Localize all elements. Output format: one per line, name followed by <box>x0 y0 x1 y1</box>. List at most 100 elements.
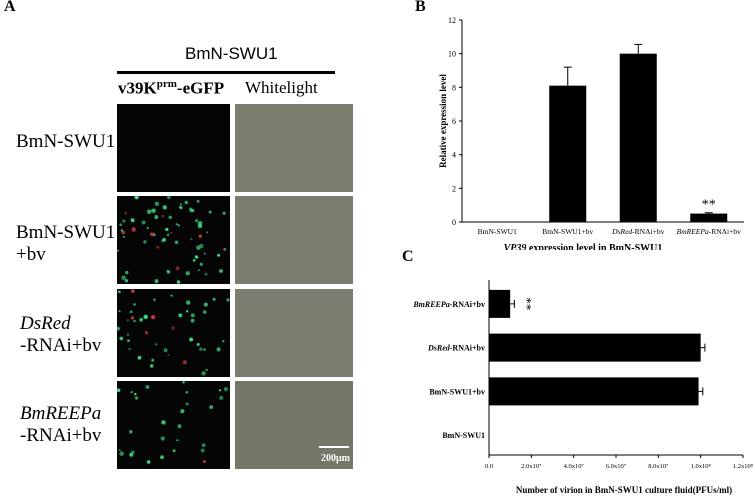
gfp-cell-dot <box>205 368 208 372</box>
x-category-label: BmN-SWU1+bv <box>542 227 593 236</box>
whitelight-image-row-2 <box>235 196 353 284</box>
gfp-cell-dot <box>119 451 124 456</box>
gfp-cell-dot <box>198 234 202 238</box>
gfp-cell-dot <box>201 371 206 376</box>
panel-c-letter: C <box>402 248 414 265</box>
y-tick-label: 0 <box>452 218 456 227</box>
x-tick-label: 4.0x10⁷ <box>564 463 584 470</box>
gfp-cell-dot <box>206 231 209 234</box>
x-tick-label: 2.0x10⁷ <box>521 463 541 470</box>
gfp-cell-dot <box>129 430 133 434</box>
y-tick-label: 2 <box>452 184 456 193</box>
gfp-cell-dot <box>180 203 183 206</box>
gfp-cell-dot <box>197 221 203 226</box>
gfp-image-row-1 <box>117 104 230 192</box>
gfp-cell-dot <box>219 395 224 400</box>
gfp-cell-dot <box>165 227 169 232</box>
column-header-whitelight: Whitelight <box>245 78 318 97</box>
gfp-cell-dot <box>172 449 176 453</box>
gfp-cell-dot <box>154 201 160 206</box>
gfp-cell-dot <box>223 248 227 251</box>
gfp-cell-dot <box>155 217 158 220</box>
column-header-gfp-sup: prm <box>156 78 177 90</box>
gfp-cell-dot <box>223 387 228 392</box>
row-label-3-line1: DsRed <box>20 313 71 334</box>
gfp-cell-dot <box>126 333 130 336</box>
gfp-cell-dot <box>161 239 164 243</box>
gfp-cell-dot <box>130 218 135 223</box>
panel-b-chart: 0 2 4 6 8 10 12 BmN-SWU1 BmN-SWU1+bv DsRed-RNAi+b… <box>438 16 744 250</box>
gfp-cell-dot <box>162 205 167 210</box>
gfp-cell-dot <box>124 211 127 215</box>
gfp-cell-dot <box>190 313 195 318</box>
gfp-cell-dot <box>171 326 175 330</box>
gfp-cell-dot <box>151 208 156 213</box>
panel-a-header: BmN-SWU1 <box>185 44 278 63</box>
y-category-label: BmREEPa-RNAi+bv <box>412 300 485 309</box>
gfp-cell-dot <box>168 215 172 219</box>
panel-c-chart: 0.0 2.0x10⁷ 4.0x10⁷ 6.0x10⁷ 8.0x10⁷ 1.0x10⁸ 1.… <box>412 280 754 495</box>
bar <box>549 85 587 223</box>
gfp-cell-dot <box>180 409 185 414</box>
gfp-cell-dot <box>137 355 142 360</box>
x-tick-label: 6.0x10⁷ <box>606 463 626 470</box>
gfp-cell-dot <box>117 326 120 331</box>
gfp-cell-dot <box>130 390 133 394</box>
gfp-cell-dot <box>194 219 199 223</box>
gfp-cell-dot <box>182 360 188 365</box>
y-category-label: DsRed-RNAi+bv <box>427 344 485 353</box>
gfp-cell-dot <box>218 389 222 392</box>
gfp-cell-dot <box>117 388 121 392</box>
gfp-cell-dot <box>222 211 226 215</box>
row-label-4: BmREEPa -RNAi+bv <box>20 403 101 447</box>
gfp-cell-dot <box>126 319 129 322</box>
gfp-cell-dot <box>145 385 150 389</box>
gfp-cell-dot <box>226 298 230 302</box>
gfp-cell-dot <box>155 343 158 346</box>
bar <box>489 333 701 362</box>
gfp-cell-dot <box>182 381 185 384</box>
row-label-2-line1: BmN-SWU1 <box>16 222 116 243</box>
gfp-cell-dot <box>135 396 139 400</box>
bar <box>489 377 699 406</box>
x-axis-label: VP39 expression level in BmN-SWU1 <box>504 243 663 250</box>
gfp-cell-dot <box>175 223 178 225</box>
gfp-cell-dot <box>177 224 180 227</box>
gfp-cell-dot <box>178 313 183 318</box>
gfp-cell-dot <box>212 297 216 301</box>
x-tick-label: 0.0 <box>485 463 493 470</box>
gfp-cell-dot <box>150 232 154 236</box>
gfp-cell-dot <box>216 347 221 352</box>
column-header-gfp-main: v39K <box>118 78 157 98</box>
x-tick-label: 8.0x10⁷ <box>648 463 668 470</box>
gfp-cell-dot <box>128 348 131 351</box>
gfp-cell-dot <box>179 206 183 210</box>
gfp-cell-dot <box>130 316 134 320</box>
gfp-cell-dot <box>190 238 193 241</box>
gfp-cell-dot <box>146 209 152 214</box>
x-tick-label: 1.2x10⁸ <box>733 463 754 470</box>
y-tick-label: 10 <box>448 50 456 59</box>
column-header-gfp: v39Kprm-eGFP <box>118 78 224 99</box>
gfp-cell-dot <box>122 235 125 238</box>
gfp-cell-dot <box>161 420 166 425</box>
scale-bar-label: 200μm <box>321 453 350 464</box>
gfp-cell-dot <box>208 210 212 214</box>
gfp-cell-dot <box>166 269 170 273</box>
whitelight-image-row-1 <box>235 104 353 192</box>
gfp-cell-dot <box>199 243 204 249</box>
gfp-cell-dot <box>124 279 129 283</box>
gfp-cell-dot <box>200 448 205 453</box>
gfp-cell-dot <box>185 310 189 313</box>
gfp-cell-dot <box>129 310 133 314</box>
gfp-cell-dot <box>160 436 165 441</box>
gfp-cell-dot <box>209 405 214 409</box>
gfp-cell-dot <box>153 298 156 302</box>
gfp-cell-dot <box>151 315 156 320</box>
gfp-cell-dot <box>186 300 191 305</box>
gfp-cell-dot <box>201 443 206 448</box>
y-axis-label: Relative expression level <box>438 74 448 168</box>
gfp-cell-dot <box>131 227 136 232</box>
x-category-label: BmN-SWU1 <box>478 227 517 236</box>
gfp-cell-dot <box>204 272 208 276</box>
